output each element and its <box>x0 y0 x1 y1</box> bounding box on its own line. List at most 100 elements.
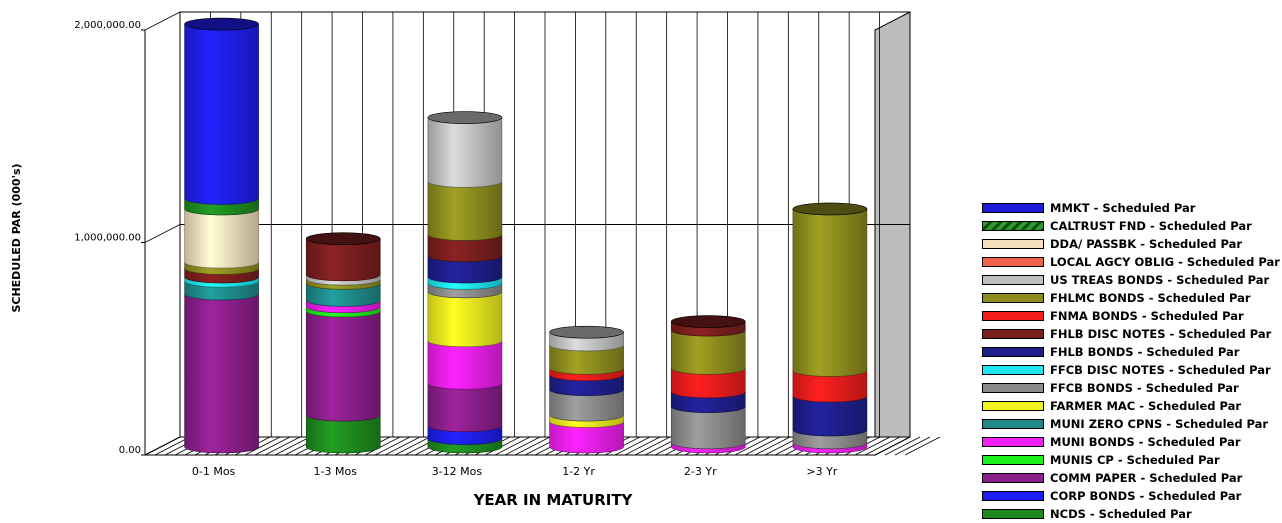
floor-hatch <box>254 436 291 456</box>
legend-swatch <box>982 311 1044 321</box>
bar-top-cap <box>792 202 868 216</box>
legend-swatch <box>982 275 1044 285</box>
floor-hatch <box>894 436 931 456</box>
legend-label: FHLB BONDS - Scheduled Par <box>1050 345 1240 359</box>
legend-label: FHLB DISC NOTES - Scheduled Par <box>1050 327 1272 341</box>
legend: MMKT - Scheduled Par CALTRUST FND - Sched… <box>982 199 1282 523</box>
legend-label: CORP BONDS - Scheduled Par <box>1050 489 1242 503</box>
bar-segment <box>792 208 868 377</box>
legend-swatch <box>982 437 1044 447</box>
legend-swatch <box>982 383 1044 393</box>
legend-swatch <box>982 257 1044 267</box>
x-tick-label: 0-1 Mos <box>192 465 236 478</box>
floor-hatch <box>864 436 901 456</box>
legend-item: FNMA BONDS - Scheduled Par <box>982 307 1282 325</box>
bar-segment <box>427 340 503 390</box>
floor-hatch <box>394 436 431 456</box>
x-tick-label: >3 Yr <box>806 465 837 478</box>
x-tick-label: 1-3 Mos <box>314 465 358 478</box>
legend-swatch <box>982 473 1044 483</box>
y-tick-label: 0.00 <box>119 445 141 456</box>
legend-item: CALTRUST FND - Scheduled Par <box>982 217 1282 235</box>
side-wall <box>874 11 911 456</box>
legend-label: FFCB BONDS - Scheduled Par <box>1050 381 1239 395</box>
floor-hatch <box>494 436 531 456</box>
bar-segment <box>184 23 259 205</box>
legend-label: LOCAL AGCY OBLIG - Scheduled Par <box>1050 255 1280 269</box>
floor-hatch <box>274 436 311 456</box>
bar-top-cap <box>670 315 746 328</box>
floor-hatch <box>264 436 301 456</box>
legend-swatch <box>982 221 1044 231</box>
gridline-depth <box>144 11 181 31</box>
legend-item: FFCB BONDS - Scheduled Par <box>982 379 1282 397</box>
legend-label: MUNI BONDS - Scheduled Par <box>1050 435 1241 449</box>
y-tick-label: 1,000,000.00 <box>74 233 141 244</box>
bar-segment <box>670 406 746 449</box>
floor-hatch <box>754 436 791 456</box>
legend-label: DDA/ PASSBK - Scheduled Par <box>1050 237 1243 251</box>
floor-hatch <box>244 436 281 456</box>
legend-label: MUNI ZERO CPNS - Scheduled Par <box>1050 417 1269 431</box>
legend-item: MUNI BONDS - Scheduled Par <box>982 433 1282 451</box>
legend-item: NCDS - Scheduled Par <box>982 505 1282 523</box>
gridline-depth <box>144 224 181 243</box>
legend-item: FHLMC BONDS - Scheduled Par <box>982 289 1282 307</box>
legend-item: MUNIS CP - Scheduled Par <box>982 451 1282 469</box>
legend-label: FNMA BONDS - Scheduled Par <box>1050 309 1244 323</box>
bar-segment <box>427 291 503 347</box>
legend-label: FFCB DISC NOTES - Scheduled Par <box>1050 363 1271 377</box>
y-axis-label: SCHEDULED PAR (000's) <box>10 163 23 312</box>
x-axis-label: YEAR IN MATURITY <box>473 491 634 509</box>
bar-segment <box>184 293 259 454</box>
bar-segment <box>305 238 381 282</box>
floor-hatch <box>154 436 191 456</box>
legend-item: COMM PAPER - Scheduled Par <box>982 469 1282 487</box>
floor-hatch <box>734 436 771 456</box>
bar-top-cap <box>549 325 624 339</box>
floor-hatch <box>614 436 651 456</box>
legend-swatch <box>982 491 1044 501</box>
legend-swatch <box>982 365 1044 375</box>
floor-hatch <box>484 436 521 456</box>
legend-item: MUNI ZERO CPNS - Scheduled Par <box>982 415 1282 433</box>
bar-segment <box>427 181 503 241</box>
legend-swatch <box>982 329 1044 339</box>
legend-item: DDA/ PASSBK - Scheduled Par <box>982 235 1282 253</box>
legend-label: COMM PAPER - Scheduled Par <box>1050 471 1243 485</box>
legend-swatch <box>982 455 1044 465</box>
y-tick-label: 2,000,000.00 <box>74 20 141 31</box>
floor-hatch <box>374 436 411 456</box>
legend-item: FHLB BONDS - Scheduled Par <box>982 343 1282 361</box>
bar-segment <box>305 310 381 422</box>
x-tick-label: 2-3 Yr <box>684 465 717 478</box>
legend-item: US TREAS BONDS - Scheduled Par <box>982 271 1282 289</box>
floor-hatch <box>384 436 421 456</box>
floor-hatch <box>364 436 401 456</box>
floor-hatch <box>634 436 671 456</box>
floor-hatch <box>504 436 541 456</box>
legend-swatch <box>982 239 1044 249</box>
x-tick-label: 1-2 Yr <box>562 465 595 478</box>
bar-segment <box>670 329 746 375</box>
bar-segment <box>184 208 259 269</box>
bar-top-cap <box>305 232 381 245</box>
bar-stacks <box>184 17 868 454</box>
floor-hatch <box>624 436 661 456</box>
legend-label: MMKT - Scheduled Par <box>1050 201 1196 215</box>
bar-top-cap <box>427 111 503 124</box>
gridline-depth <box>144 436 181 456</box>
legend-swatch <box>982 509 1044 519</box>
bar-segment <box>427 383 503 432</box>
axes: 0.00 1,000,000.00 2,000,000.00 0-1 Mos 1-3 M… <box>74 20 875 478</box>
bar-segment <box>427 117 503 188</box>
floor-hatch <box>854 436 891 456</box>
legend-item: LOCAL AGCY OBLIG - Scheduled Par <box>982 253 1282 271</box>
floor-hatch <box>744 436 781 456</box>
legend-label: FARMER MAC - Scheduled Par <box>1050 399 1242 413</box>
legend-label: FHLMC BONDS - Scheduled Par <box>1050 291 1251 305</box>
legend-label: CALTRUST FND - Scheduled Par <box>1050 219 1252 233</box>
floor-hatch <box>904 436 941 456</box>
legend-swatch <box>982 293 1044 303</box>
legend-label: NCDS - Scheduled Par <box>1050 507 1192 521</box>
